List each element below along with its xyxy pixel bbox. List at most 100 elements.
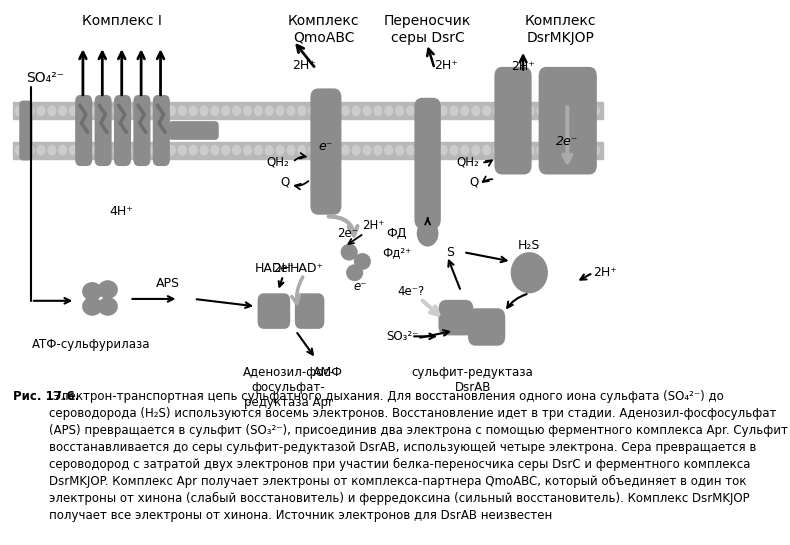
Circle shape — [352, 146, 360, 155]
Circle shape — [592, 146, 599, 155]
Circle shape — [341, 146, 349, 155]
Text: SO₄²⁻: SO₄²⁻ — [26, 71, 64, 85]
Circle shape — [352, 106, 360, 116]
Circle shape — [265, 106, 273, 116]
Text: Q: Q — [469, 175, 479, 189]
Circle shape — [505, 106, 512, 116]
FancyBboxPatch shape — [468, 308, 506, 346]
Text: 2H⁺: 2H⁺ — [363, 220, 385, 233]
Circle shape — [396, 106, 404, 116]
Circle shape — [298, 146, 306, 155]
Circle shape — [515, 146, 523, 155]
Circle shape — [15, 146, 23, 155]
Circle shape — [26, 106, 34, 116]
Circle shape — [461, 146, 468, 155]
Text: 2H⁺: 2H⁺ — [434, 58, 457, 71]
Circle shape — [428, 146, 436, 155]
Circle shape — [592, 106, 599, 116]
Circle shape — [548, 146, 555, 155]
FancyBboxPatch shape — [75, 95, 92, 166]
Circle shape — [15, 106, 23, 116]
Circle shape — [374, 146, 382, 155]
Circle shape — [156, 146, 164, 155]
Circle shape — [103, 106, 110, 116]
Circle shape — [309, 146, 317, 155]
Ellipse shape — [510, 252, 548, 293]
Text: 2e⁻: 2e⁻ — [337, 227, 358, 240]
Text: HADH: HADH — [254, 262, 292, 275]
Text: 4H⁺: 4H⁺ — [110, 205, 134, 219]
FancyBboxPatch shape — [19, 101, 32, 160]
Circle shape — [287, 106, 295, 116]
Circle shape — [439, 146, 447, 155]
Circle shape — [113, 106, 121, 116]
Circle shape — [418, 106, 425, 116]
Text: Комплекс I: Комплекс I — [82, 15, 162, 28]
FancyBboxPatch shape — [258, 293, 290, 329]
Circle shape — [113, 146, 121, 155]
Circle shape — [222, 146, 230, 155]
Bar — [13, 102, 603, 119]
Circle shape — [461, 106, 468, 116]
Circle shape — [37, 106, 45, 116]
Circle shape — [407, 146, 415, 155]
Circle shape — [320, 146, 328, 155]
Circle shape — [254, 106, 262, 116]
Circle shape — [581, 146, 589, 155]
Circle shape — [374, 106, 382, 116]
Circle shape — [407, 106, 415, 116]
Circle shape — [450, 106, 458, 116]
Text: 4e⁻?: 4e⁻? — [397, 285, 424, 298]
Circle shape — [309, 106, 317, 116]
Circle shape — [494, 106, 502, 116]
Circle shape — [287, 146, 295, 155]
Circle shape — [135, 106, 143, 116]
Text: APS: APS — [156, 276, 180, 289]
Circle shape — [70, 146, 77, 155]
Circle shape — [200, 106, 208, 116]
Text: ФД: ФД — [386, 227, 407, 240]
Text: Q: Q — [280, 175, 289, 189]
Circle shape — [92, 146, 100, 155]
Circle shape — [124, 146, 132, 155]
Text: Переносчик
серы DsrC: Переносчик серы DsrC — [384, 15, 472, 45]
Circle shape — [58, 106, 66, 116]
FancyArrowPatch shape — [329, 216, 358, 235]
Text: QH₂: QH₂ — [456, 156, 479, 169]
Circle shape — [276, 106, 284, 116]
Circle shape — [537, 106, 545, 116]
Circle shape — [48, 146, 56, 155]
Ellipse shape — [417, 220, 438, 246]
Text: АТФ-сульфурилаза: АТФ-сульфурилаза — [32, 338, 150, 351]
Circle shape — [167, 146, 175, 155]
Circle shape — [472, 106, 480, 116]
Ellipse shape — [98, 297, 118, 316]
Circle shape — [526, 106, 534, 116]
FancyBboxPatch shape — [415, 98, 441, 229]
FancyBboxPatch shape — [539, 67, 597, 174]
Circle shape — [330, 106, 338, 116]
Circle shape — [363, 146, 371, 155]
Text: 2e⁻: 2e⁻ — [273, 262, 294, 275]
Circle shape — [26, 146, 34, 155]
Ellipse shape — [346, 264, 363, 281]
Text: e⁻: e⁻ — [353, 280, 367, 293]
Ellipse shape — [82, 297, 103, 316]
Text: Фд²⁺: Фд²⁺ — [382, 246, 412, 259]
Text: Комплекс
QmoABC: Комплекс QmoABC — [288, 15, 359, 45]
Text: SO₃²⁻: SO₃²⁻ — [386, 330, 418, 343]
Circle shape — [265, 146, 273, 155]
Circle shape — [450, 146, 458, 155]
Circle shape — [167, 106, 175, 116]
Ellipse shape — [354, 253, 371, 270]
Circle shape — [341, 106, 349, 116]
Circle shape — [559, 146, 566, 155]
Text: Комплекс
DsrMKJOP: Комплекс DsrMKJOP — [525, 15, 596, 45]
Circle shape — [233, 106, 240, 116]
Circle shape — [298, 106, 306, 116]
Circle shape — [254, 146, 262, 155]
Text: e⁻: e⁻ — [318, 140, 333, 153]
Circle shape — [396, 146, 404, 155]
Circle shape — [515, 106, 523, 116]
Circle shape — [570, 146, 577, 155]
